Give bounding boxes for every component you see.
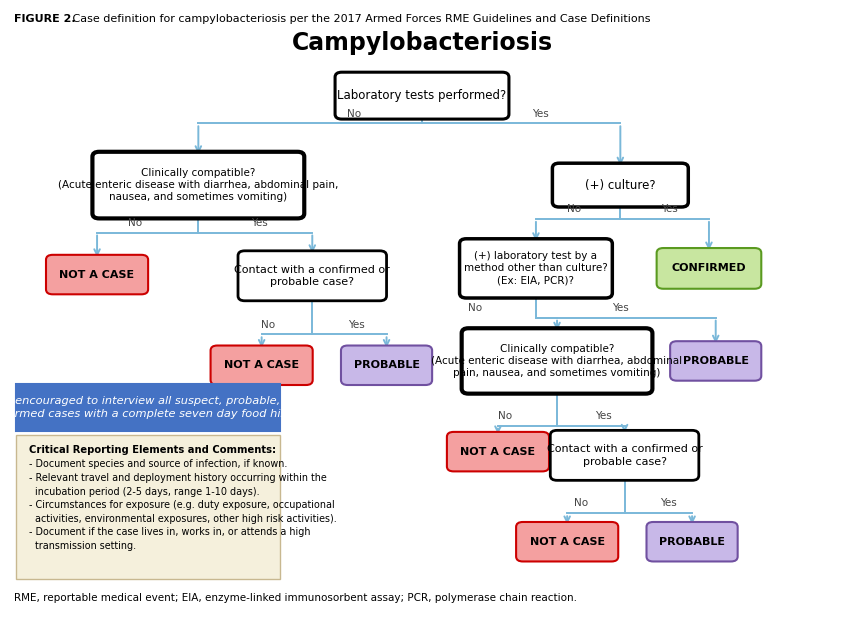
Text: No: No (574, 499, 587, 508)
Text: Yes: Yes (661, 204, 678, 214)
FancyBboxPatch shape (93, 152, 305, 218)
Text: It is encouraged to interview all suspect, probable, and
confirmed cases with a : It is encouraged to interview all suspec… (0, 395, 309, 419)
FancyBboxPatch shape (15, 436, 280, 579)
Text: Critical Reporting Elements and Comments:: Critical Reporting Elements and Comments… (29, 445, 276, 455)
Text: PROBABLE: PROBABLE (354, 360, 419, 370)
Text: FIGURE 2.: FIGURE 2. (14, 14, 76, 23)
Text: No: No (348, 109, 361, 118)
FancyBboxPatch shape (341, 346, 432, 385)
Text: Clinically compatible?
(Acute enteric disease with diarrhea, abdominal pain,
nau: Clinically compatible? (Acute enteric di… (58, 168, 338, 202)
Text: PROBABLE: PROBABLE (659, 537, 725, 547)
Text: Laboratory tests performed?: Laboratory tests performed? (338, 89, 506, 102)
Text: Contact with a confirmed or
probable case?: Contact with a confirmed or probable cas… (547, 444, 702, 466)
Text: Yes: Yes (660, 499, 677, 508)
Text: NOT A CASE: NOT A CASE (529, 537, 605, 547)
Text: Contact with a confirmed or
probable case?: Contact with a confirmed or probable cas… (235, 265, 390, 287)
FancyBboxPatch shape (46, 255, 149, 294)
Text: Yes: Yes (348, 320, 365, 329)
FancyBboxPatch shape (517, 522, 618, 561)
Text: No: No (498, 411, 511, 421)
Text: Yes: Yes (251, 218, 268, 228)
Text: - Document species and source of infection, if known.
- Relevant travel and depl: - Document species and source of infecti… (29, 459, 337, 551)
Text: No: No (262, 320, 275, 329)
FancyBboxPatch shape (550, 431, 699, 480)
Text: PROBABLE: PROBABLE (683, 356, 749, 366)
Text: Clinically compatible?
(Acute enteric disease with diarrhea, abdominal
pain, nau: Clinically compatible? (Acute enteric di… (431, 344, 683, 378)
FancyBboxPatch shape (670, 341, 761, 381)
Text: RME, reportable medical event; EIA, enzyme-linked immunosorbent assay; PCR, poly: RME, reportable medical event; EIA, enzy… (14, 594, 577, 603)
Text: NOT A CASE: NOT A CASE (59, 270, 135, 280)
FancyBboxPatch shape (335, 72, 509, 119)
Text: Yes: Yes (532, 109, 549, 118)
Text: No: No (567, 204, 581, 214)
FancyBboxPatch shape (15, 384, 280, 431)
FancyBboxPatch shape (447, 432, 549, 471)
Text: NOT A CASE: NOT A CASE (224, 360, 300, 370)
FancyBboxPatch shape (657, 248, 761, 289)
FancyBboxPatch shape (211, 346, 313, 385)
Text: Yes: Yes (612, 303, 629, 313)
Text: CONFIRMED: CONFIRMED (672, 263, 746, 273)
Text: No: No (468, 303, 482, 313)
FancyBboxPatch shape (462, 328, 652, 394)
Text: (+) culture?: (+) culture? (585, 178, 656, 192)
Text: Campylobacteriosis: Campylobacteriosis (291, 31, 553, 55)
Text: NOT A CASE: NOT A CASE (460, 447, 536, 457)
FancyBboxPatch shape (553, 163, 689, 207)
FancyBboxPatch shape (459, 239, 613, 298)
FancyBboxPatch shape (647, 522, 738, 561)
FancyBboxPatch shape (238, 251, 387, 300)
Text: No: No (128, 218, 142, 228)
Text: Yes: Yes (595, 411, 612, 421)
Text: (+) laboratory test by a
method other than culture?
(Ex: EIA, PCR)?: (+) laboratory test by a method other th… (464, 251, 608, 286)
Text: Case definition for campylobacteriosis per the 2017 Armed Forces RME Guidelines : Case definition for campylobacteriosis p… (69, 14, 651, 23)
